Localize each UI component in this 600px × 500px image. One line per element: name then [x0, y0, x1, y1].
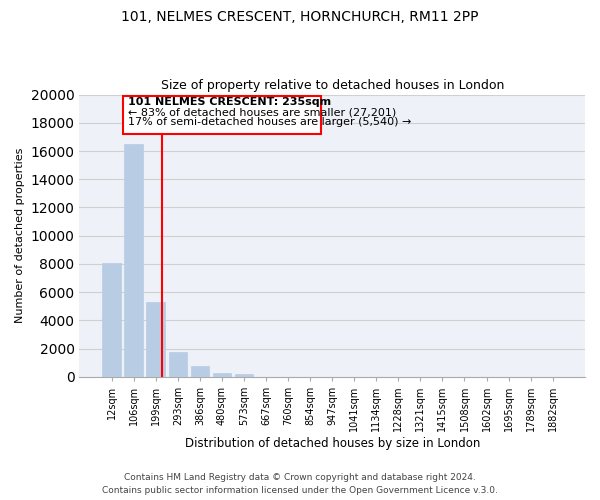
Text: 17% of semi-detached houses are larger (5,540) →: 17% of semi-detached houses are larger (… — [128, 117, 412, 127]
Text: ← 83% of detached houses are smaller (27,201): ← 83% of detached houses are smaller (27… — [128, 108, 397, 118]
Text: Contains HM Land Registry data © Crown copyright and database right 2024.
Contai: Contains HM Land Registry data © Crown c… — [102, 474, 498, 495]
Bar — [103, 262, 121, 377]
X-axis label: Distribution of detached houses by size in London: Distribution of detached houses by size … — [185, 437, 480, 450]
Bar — [124, 144, 143, 377]
Bar — [191, 366, 209, 377]
Text: 101, NELMES CRESCENT, HORNCHURCH, RM11 2PP: 101, NELMES CRESCENT, HORNCHURCH, RM11 2… — [121, 10, 479, 24]
Title: Size of property relative to detached houses in London: Size of property relative to detached ho… — [161, 79, 504, 92]
Text: 101 NELMES CRESCENT: 235sqm: 101 NELMES CRESCENT: 235sqm — [128, 98, 331, 108]
Bar — [146, 302, 165, 377]
Bar — [235, 374, 253, 377]
Bar — [212, 372, 232, 377]
Bar — [169, 352, 187, 377]
FancyBboxPatch shape — [123, 96, 321, 134]
Y-axis label: Number of detached properties: Number of detached properties — [15, 148, 25, 324]
